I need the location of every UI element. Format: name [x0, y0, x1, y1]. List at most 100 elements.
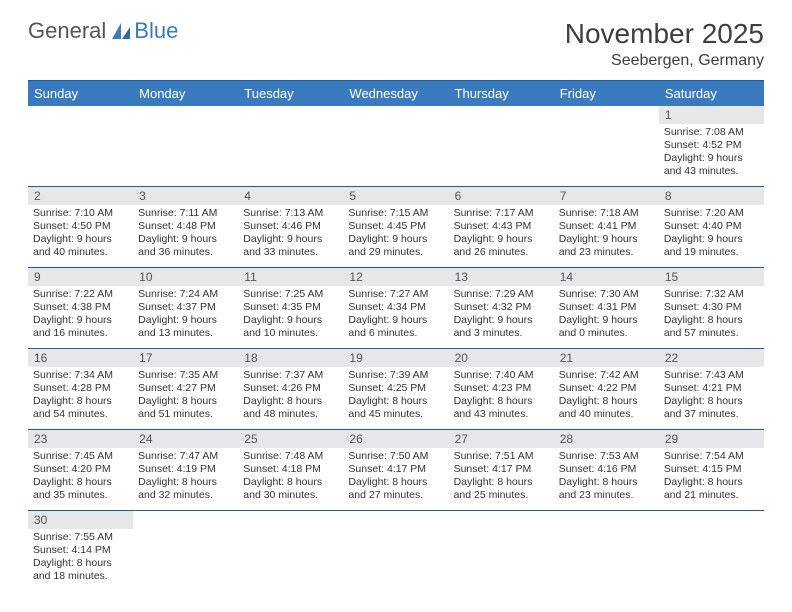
- cell-line-sunrise: Sunrise: 7:51 AM: [454, 450, 549, 463]
- calendar-cell: Sunrise: 7:29 AMSunset: 4:32 PMDaylight:…: [449, 286, 554, 348]
- day-number: 17: [133, 349, 238, 367]
- cell-line-sunrise: Sunrise: 7:55 AM: [33, 531, 128, 544]
- cell-line-d2: and 0 minutes.: [559, 327, 654, 340]
- calendar-cell: Sunrise: 7:11 AMSunset: 4:48 PMDaylight:…: [133, 205, 238, 267]
- day-number: [659, 511, 764, 529]
- cell-line-sunset: Sunset: 4:45 PM: [348, 220, 443, 233]
- calendar-cell: Sunrise: 7:45 AMSunset: 4:20 PMDaylight:…: [28, 448, 133, 510]
- day-number: 20: [449, 349, 554, 367]
- calendar-row: Sunrise: 7:45 AMSunset: 4:20 PMDaylight:…: [28, 448, 764, 511]
- cell-line-d1: Daylight: 8 hours: [138, 395, 233, 408]
- calendar-cell: Sunrise: 7:24 AMSunset: 4:37 PMDaylight:…: [133, 286, 238, 348]
- cell-line-sunrise: Sunrise: 7:08 AM: [664, 126, 759, 139]
- calendar-cell: [554, 124, 659, 186]
- cell-line-d1: Daylight: 9 hours: [454, 233, 549, 246]
- calendar-cell: Sunrise: 7:25 AMSunset: 4:35 PMDaylight:…: [238, 286, 343, 348]
- day-number-row: 23242526272829: [28, 430, 764, 448]
- cell-line-sunrise: Sunrise: 7:48 AM: [243, 450, 338, 463]
- cell-line-d1: Daylight: 8 hours: [33, 557, 128, 570]
- cell-line-sunrise: Sunrise: 7:11 AM: [138, 207, 233, 220]
- cell-line-d2: and 30 minutes.: [243, 489, 338, 502]
- cell-line-d1: Daylight: 9 hours: [559, 314, 654, 327]
- day-number: 23: [28, 430, 133, 448]
- day-number: [133, 511, 238, 529]
- page: General Blue November 2025 Seebergen, Ge…: [0, 0, 792, 612]
- calendar-cell: Sunrise: 7:15 AMSunset: 4:45 PMDaylight:…: [343, 205, 448, 267]
- day-number: 6: [449, 187, 554, 205]
- cell-line-d1: Daylight: 8 hours: [33, 395, 128, 408]
- calendar-cell: [343, 124, 448, 186]
- cell-line-d1: Daylight: 9 hours: [348, 233, 443, 246]
- calendar-cell: Sunrise: 7:18 AMSunset: 4:41 PMDaylight:…: [554, 205, 659, 267]
- cell-line-sunset: Sunset: 4:38 PM: [33, 301, 128, 314]
- page-subtitle: Seebergen, Germany: [565, 52, 764, 70]
- calendar-cell: Sunrise: 7:20 AMSunset: 4:40 PMDaylight:…: [659, 205, 764, 267]
- cell-line-d1: Daylight: 8 hours: [138, 476, 233, 489]
- cell-line-d2: and 25 minutes.: [454, 489, 549, 502]
- cell-line-d1: Daylight: 8 hours: [559, 476, 654, 489]
- cell-line-d2: and 45 minutes.: [348, 408, 443, 421]
- cell-line-sunset: Sunset: 4:34 PM: [348, 301, 443, 314]
- title-block: November 2025 Seebergen, Germany: [565, 18, 764, 70]
- day-number: 15: [659, 268, 764, 286]
- calendar-cell: Sunrise: 7:43 AMSunset: 4:21 PMDaylight:…: [659, 367, 764, 429]
- day-number: [133, 106, 238, 124]
- cell-line-sunrise: Sunrise: 7:15 AM: [348, 207, 443, 220]
- cell-line-d2: and 35 minutes.: [33, 489, 128, 502]
- cell-line-sunrise: Sunrise: 7:50 AM: [348, 450, 443, 463]
- day-number: [554, 511, 659, 529]
- cell-line-d1: Daylight: 8 hours: [664, 314, 759, 327]
- cell-line-d2: and 32 minutes.: [138, 489, 233, 502]
- cell-line-d1: Daylight: 8 hours: [454, 476, 549, 489]
- day-number: 19: [343, 349, 448, 367]
- cell-line-sunrise: Sunrise: 7:13 AM: [243, 207, 338, 220]
- cell-line-sunrise: Sunrise: 7:40 AM: [454, 369, 549, 382]
- cell-line-sunset: Sunset: 4:52 PM: [664, 139, 759, 152]
- calendar-cell: Sunrise: 7:39 AMSunset: 4:25 PMDaylight:…: [343, 367, 448, 429]
- cell-line-sunrise: Sunrise: 7:10 AM: [33, 207, 128, 220]
- cell-line-sunset: Sunset: 4:16 PM: [559, 463, 654, 476]
- calendar-cell: [28, 124, 133, 186]
- cell-line-d1: Daylight: 9 hours: [138, 233, 233, 246]
- cell-line-d2: and 40 minutes.: [33, 246, 128, 259]
- day-number: [343, 511, 448, 529]
- day-number: 7: [554, 187, 659, 205]
- calendar-cell: [133, 124, 238, 186]
- cell-line-sunrise: Sunrise: 7:34 AM: [33, 369, 128, 382]
- cell-line-d1: Daylight: 9 hours: [138, 314, 233, 327]
- calendar-cell: [238, 529, 343, 591]
- calendar-row: Sunrise: 7:08 AMSunset: 4:52 PMDaylight:…: [28, 124, 764, 187]
- cell-line-sunrise: Sunrise: 7:22 AM: [33, 288, 128, 301]
- calendar-cell: Sunrise: 7:30 AMSunset: 4:31 PMDaylight:…: [554, 286, 659, 348]
- day-number: 22: [659, 349, 764, 367]
- day-number: [238, 106, 343, 124]
- day-number: 30: [28, 511, 133, 529]
- cell-line-d1: Daylight: 9 hours: [33, 314, 128, 327]
- logo-text-2: Blue: [134, 18, 178, 44]
- cell-line-d2: and 16 minutes.: [33, 327, 128, 340]
- cell-line-sunrise: Sunrise: 7:47 AM: [138, 450, 233, 463]
- logo-sail-icon: [110, 21, 132, 41]
- day-number: 2: [28, 187, 133, 205]
- cell-line-sunrise: Sunrise: 7:27 AM: [348, 288, 443, 301]
- weekday-label: Saturday: [659, 81, 764, 106]
- cell-line-d1: Daylight: 9 hours: [559, 233, 654, 246]
- calendar-cell: [133, 529, 238, 591]
- cell-line-sunset: Sunset: 4:20 PM: [33, 463, 128, 476]
- cell-line-sunrise: Sunrise: 7:39 AM: [348, 369, 443, 382]
- cell-line-d1: Daylight: 9 hours: [243, 314, 338, 327]
- day-number-row: 16171819202122: [28, 349, 764, 367]
- cell-line-d1: Daylight: 8 hours: [664, 476, 759, 489]
- cell-line-d1: Daylight: 8 hours: [348, 476, 443, 489]
- cell-line-d1: Daylight: 8 hours: [664, 395, 759, 408]
- cell-line-d2: and 3 minutes.: [454, 327, 549, 340]
- calendar-row: Sunrise: 7:10 AMSunset: 4:50 PMDaylight:…: [28, 205, 764, 268]
- calendar-cell: [449, 124, 554, 186]
- calendar-grid: 1Sunrise: 7:08 AMSunset: 4:52 PMDaylight…: [28, 106, 764, 591]
- cell-line-sunset: Sunset: 4:32 PM: [454, 301, 549, 314]
- cell-line-d1: Daylight: 9 hours: [243, 233, 338, 246]
- calendar-cell: Sunrise: 7:50 AMSunset: 4:17 PMDaylight:…: [343, 448, 448, 510]
- cell-line-sunset: Sunset: 4:43 PM: [454, 220, 549, 233]
- cell-line-sunset: Sunset: 4:17 PM: [454, 463, 549, 476]
- day-number: 21: [554, 349, 659, 367]
